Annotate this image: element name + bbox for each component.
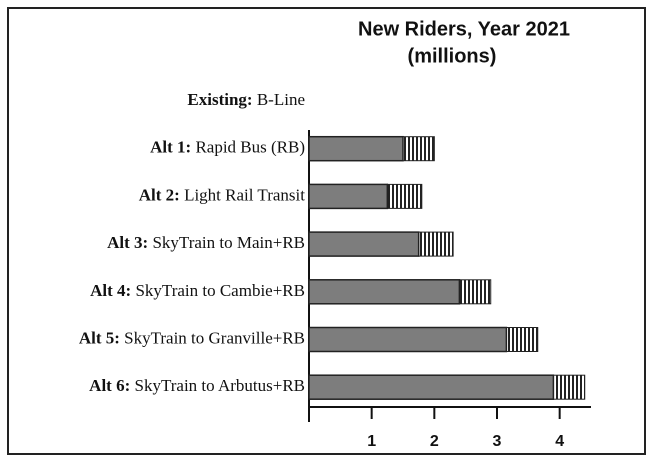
bar: [308, 326, 508, 353]
category-label: Alt 1: Rapid Bus (RB): [150, 138, 305, 157]
range-extension: [552, 374, 586, 400]
x-tick-label: 3: [493, 433, 502, 450]
chart-title: New Riders, Year 2021: [358, 18, 570, 40]
category-prefix: Existing:: [187, 90, 252, 109]
range-extension: [458, 279, 492, 305]
category-name: SkyTrain to Arbutus+RB: [130, 376, 305, 395]
category-name: B-Line: [253, 90, 305, 109]
category-label: Alt 6: SkyTrain to Arbutus+RB: [89, 376, 305, 395]
bar: [308, 183, 389, 210]
category-name: SkyTrain to Granville+RB: [120, 328, 305, 347]
category-prefix: Alt 3:: [107, 233, 148, 252]
category-prefix: Alt 6:: [89, 376, 130, 395]
category-prefix: Alt 1:: [150, 138, 191, 157]
category-prefix: Alt 2:: [139, 185, 180, 204]
range-extension: [386, 183, 423, 209]
range-extension: [418, 231, 454, 257]
bar: [308, 374, 555, 400]
bar: [308, 279, 461, 305]
category-prefix: Alt 5:: [79, 328, 120, 347]
category-name: SkyTrain to Main+RB: [148, 233, 305, 252]
chart-subtitle: (millions): [408, 45, 497, 67]
category-prefix: Alt 4:: [90, 281, 131, 300]
category-label: Existing: B-Line: [187, 90, 305, 109]
x-tick-label: 1: [367, 433, 376, 450]
category-name: Rapid Bus (RB): [191, 138, 305, 157]
category-label: Alt 5: SkyTrain to Granville+RB: [79, 328, 305, 347]
range-extension: [505, 327, 539, 352]
bar: [308, 135, 404, 162]
category-label: Alt 2: Light Rail Transit: [139, 185, 306, 204]
category-label: Alt 3: SkyTrain to Main+RB: [107, 233, 305, 252]
bar: [308, 231, 420, 257]
category-name: SkyTrain to Cambie+RB: [131, 281, 305, 300]
range-extension: [402, 136, 435, 162]
category-label: Alt 4: SkyTrain to Cambie+RB: [90, 281, 305, 300]
frame: [7, 7, 646, 455]
x-tick-label: 4: [555, 433, 564, 450]
x-tick-label: 2: [430, 433, 439, 450]
category-name: Light Rail Transit: [180, 185, 305, 204]
